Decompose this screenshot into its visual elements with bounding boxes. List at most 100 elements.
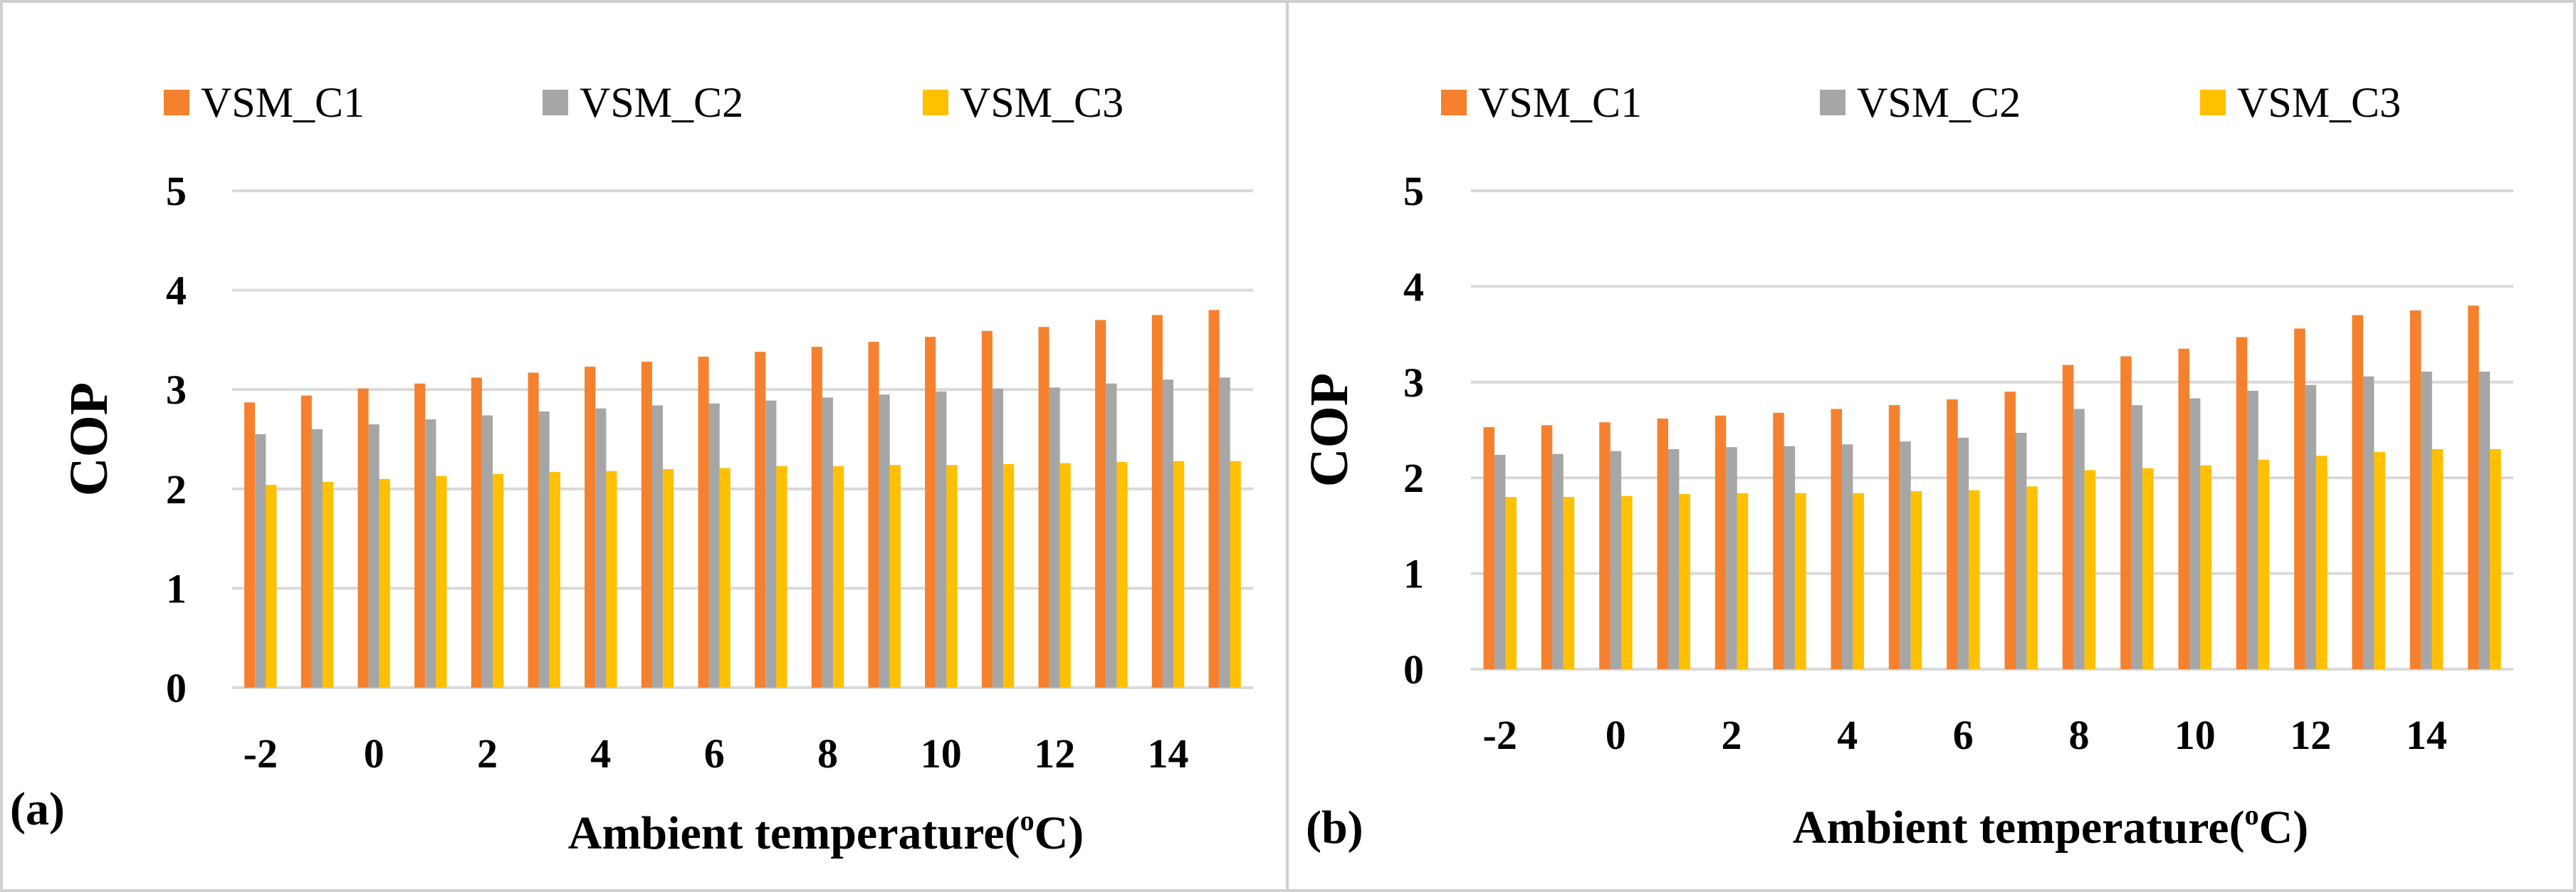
bar-vsm-c1-5 <box>1888 405 1900 669</box>
bar-vsm-c2-3 <box>1784 446 1796 669</box>
bar-vsm-c1-11 <box>2236 337 2248 669</box>
y-tick-label: 2 <box>166 466 187 513</box>
bar-vsm-c2--2 <box>1494 454 1506 669</box>
bar-vsm-c2-10 <box>936 392 947 688</box>
bar-vsm-c1-6 <box>698 357 709 688</box>
bar-vsm-c3-4 <box>606 471 617 688</box>
bar-vsm-c2--1 <box>311 429 323 688</box>
x-tick-label: 0 <box>364 730 384 777</box>
bar-vsm-c3--1 <box>1563 497 1575 669</box>
bar-vsm-c1-13 <box>1095 320 1106 688</box>
bar-vsm-c3-5 <box>1910 491 1922 669</box>
bar-vsm-c2-2 <box>1726 447 1737 669</box>
bar-vsm-c3-8 <box>2084 470 2096 669</box>
legend-entry: VSM_C2 <box>580 79 743 126</box>
bar-vsm-c1-9 <box>868 342 879 688</box>
bar-vsm-c3-13 <box>2374 451 2385 669</box>
x-tick-label: 12 <box>1034 730 1075 777</box>
bar-vsm-c1-11 <box>981 330 993 688</box>
bar-vsm-c2-3 <box>538 411 550 688</box>
x-tick-label: 6 <box>1953 712 1974 758</box>
legend-entry: VSM_C3 <box>960 79 1124 126</box>
bar-vsm-c3-9 <box>2142 468 2154 669</box>
bar-vsm-c1-14 <box>2409 310 2421 669</box>
legend-entry: VSM_C1 <box>1478 79 1642 126</box>
x-tick-label: 8 <box>2069 712 2090 758</box>
x-tick-label: 12 <box>2290 712 2331 758</box>
x-tick-label: 4 <box>590 730 611 777</box>
panel-frame <box>1286 0 2576 892</box>
panel-label: (a) <box>10 783 65 835</box>
bar-vsm-c3-10 <box>946 465 958 688</box>
legend-swatch <box>1441 90 1467 115</box>
y-axis-label: COP <box>59 382 119 496</box>
bar-vsm-c3-15 <box>1230 461 1241 688</box>
bar-vsm-c1-8 <box>2062 364 2074 669</box>
bar-vsm-c2-8 <box>2073 409 2085 669</box>
legend-swatch <box>923 90 948 115</box>
bar-vsm-c3-2 <box>493 473 504 688</box>
y-tick-label: 1 <box>1403 551 1424 597</box>
bar-vsm-c2-7 <box>2015 433 2027 669</box>
x-tick-label: 14 <box>2406 712 2447 758</box>
bar-vsm-c3--2 <box>266 485 277 688</box>
bar-vsm-c3-6 <box>1969 490 1980 669</box>
bar-vsm-c1-14 <box>1151 315 1163 688</box>
bar-vsm-c2-7 <box>765 400 777 688</box>
bar-vsm-c3-14 <box>1173 461 1185 688</box>
bar-vsm-c1-4 <box>1831 409 1842 669</box>
y-tick-label: 2 <box>1403 455 1424 501</box>
bar-vsm-c3-7 <box>2026 486 2038 669</box>
x-tick-label: 10 <box>2174 712 2216 758</box>
bar-vsm-c1-13 <box>2352 315 2363 669</box>
x-axis-label: Ambient temperature(oC) <box>568 804 1084 859</box>
bar-vsm-c3-8 <box>833 466 844 688</box>
legend: VSM_C1 VSM_C2 VSM_C3 <box>164 79 1124 126</box>
legend: VSM_C1 VSM_C2 VSM_C3 <box>1441 79 2401 126</box>
bar-vsm-c2-2 <box>481 415 493 688</box>
bar-vsm-c3-0 <box>379 478 390 688</box>
x-tick-label: -2 <box>244 730 278 777</box>
bar-vsm-c2-9 <box>879 394 890 688</box>
bar-vsm-c1-0 <box>1599 422 1611 669</box>
bar-vsm-c2-13 <box>1106 383 1117 688</box>
y-tick-label: 3 <box>166 367 187 413</box>
bar-vsm-c1-3 <box>1773 412 1784 669</box>
bar-vsm-c3-5 <box>663 468 674 688</box>
bar-vsm-c2--1 <box>1552 453 1564 669</box>
bar-vsm-c2-11 <box>992 388 1003 688</box>
x-tick-label: -2 <box>1483 712 1517 758</box>
bar-vsm-c2-4 <box>1841 444 1853 669</box>
bar-vsm-c3-9 <box>889 465 901 688</box>
bar-vsm-c2-14 <box>1162 379 1173 688</box>
bar-vsm-c3--1 <box>323 482 334 688</box>
bar-vsm-c1-7 <box>755 352 766 688</box>
x-tick-label: 2 <box>1722 712 1742 758</box>
x-tick-label: 2 <box>477 730 498 777</box>
bar-vsm-c2-15 <box>1219 377 1230 688</box>
y-tick-label: 5 <box>166 168 187 214</box>
x-axis-label: Ambient temperature(oC) <box>1793 799 2308 854</box>
bar-vsm-c2-13 <box>2362 376 2375 669</box>
y-tick-label: 4 <box>166 268 187 314</box>
x-tick-label: 8 <box>817 730 838 777</box>
x-tick-label: 14 <box>1148 730 1189 777</box>
bar-vsm-c3--2 <box>1505 497 1517 669</box>
bar-vsm-c1-3 <box>528 372 539 688</box>
bar-vsm-c2-12 <box>2305 384 2317 669</box>
bar-vsm-c1-0 <box>357 388 369 688</box>
bar-vsm-c2-8 <box>822 397 833 688</box>
bar-vsm-c2-5 <box>651 405 663 688</box>
bar-vsm-c1-1 <box>1657 418 1668 669</box>
bar-vsm-c2-15 <box>2478 372 2491 669</box>
bar-vsm-c1-12 <box>2294 328 2305 669</box>
bar-vsm-c3-0 <box>1621 495 1633 669</box>
bar-vsm-c3-12 <box>1059 463 1071 688</box>
bar-vsm-c3-12 <box>2316 456 2328 669</box>
x-tick-label: 4 <box>1837 712 1858 758</box>
legend-entry: VSM_C1 <box>201 79 365 126</box>
bar-vsm-c1-15 <box>1208 310 1220 688</box>
